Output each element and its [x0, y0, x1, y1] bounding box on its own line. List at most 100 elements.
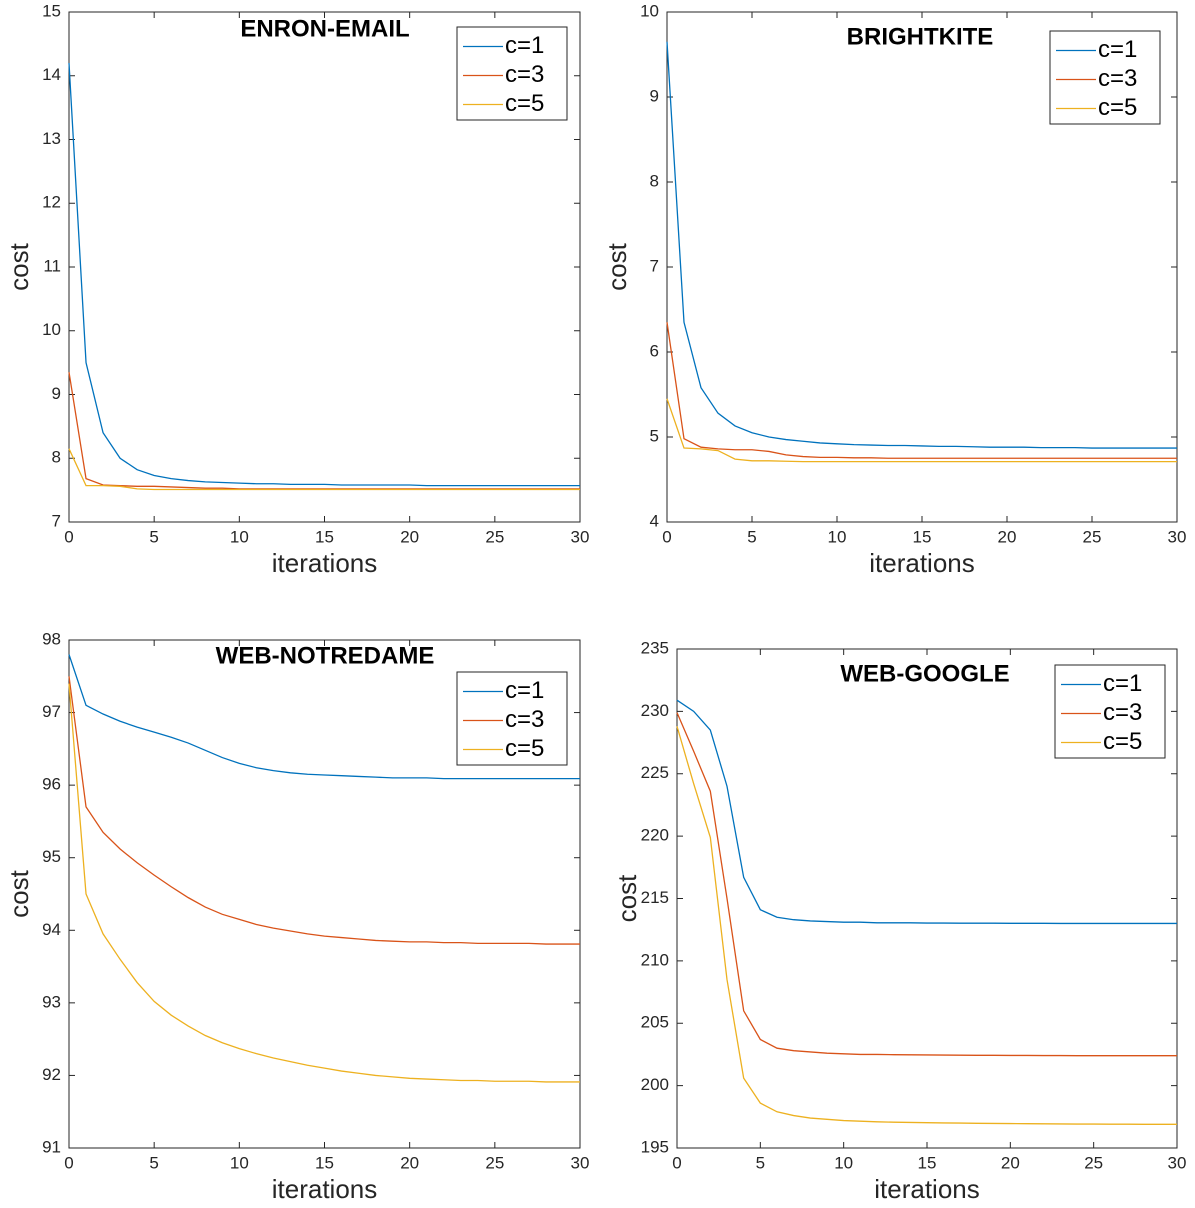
y-tick-label: 10 [42, 320, 61, 339]
x-tick-label: 30 [1168, 1153, 1187, 1172]
y-tick-label: 95 [42, 847, 61, 866]
y-tick-label: 9 [650, 86, 659, 105]
y-tick-label: 5 [650, 426, 659, 445]
legend-label: c=5 [1103, 728, 1142, 755]
x-tick-label: 15 [315, 527, 334, 546]
y-tick-label: 7 [650, 256, 659, 275]
subplot: 0 5 10 15 20 25 30 91 92 93 94 95 96 97 98 iterations co… [4, 629, 590, 1203]
x-tick-label: 15 [315, 1153, 334, 1172]
data-line [676, 712, 1177, 1057]
data-line [68, 448, 580, 491]
chart-title: ENRON-EMAIL [240, 15, 409, 42]
subplot: 0 5 10 15 20 25 30 195 200 205 210 215 220 225 230 235 i… [612, 638, 1187, 1203]
y-tick-label: 14 [42, 65, 61, 84]
y-tick-label: 195 [641, 1137, 669, 1156]
y-tick-label: 200 [641, 1075, 669, 1094]
x-tick-label: 30 [1168, 527, 1187, 546]
subplot: 0 5 10 15 20 25 30 7 8 9 10 11 12 13 14 15 iterations cos… [4, 1, 590, 577]
y-tick-label: 93 [42, 992, 61, 1011]
legend-label: c=3 [505, 61, 544, 88]
legend: c=1c=3c=5 [456, 671, 568, 766]
y-tick-label: 13 [42, 129, 61, 148]
subplot: 0 5 10 15 20 25 30 4 5 6 7 8 9 10 iterations cost BRIGHT… [602, 1, 1187, 577]
data-line [676, 699, 1177, 925]
data-line [68, 676, 580, 945]
y-tick-label: 11 [43, 256, 61, 275]
y-axis-label: cost [4, 869, 34, 917]
legend-label: c=5 [1098, 94, 1137, 121]
y-axis-label: cost [612, 874, 642, 922]
x-tick-label: 20 [1001, 1153, 1020, 1172]
x-tick-label: 5 [747, 527, 756, 546]
y-tick-label: 97 [42, 702, 61, 721]
x-tick-label: 25 [485, 1153, 504, 1172]
x-tick-label: 20 [998, 527, 1017, 546]
y-tick-label: 8 [650, 171, 659, 190]
legend-label: c=1 [1098, 36, 1137, 63]
x-tick-label: 30 [571, 1153, 590, 1172]
x-tick-label: 5 [756, 1153, 765, 1172]
x-tick-label: 20 [400, 527, 419, 546]
legend-label: c=3 [1098, 65, 1137, 92]
data-line [68, 62, 580, 487]
y-tick-label: 94 [42, 920, 61, 939]
legend-label: c=1 [1103, 670, 1142, 697]
data-line [666, 41, 1177, 449]
x-tick-label: 10 [230, 527, 249, 546]
y-axis-label: cost [4, 242, 34, 290]
x-tick-label: 0 [64, 527, 73, 546]
y-tick-label: 230 [641, 701, 669, 720]
y-tick-label: 6 [650, 341, 659, 360]
x-tick-label: 5 [149, 1153, 158, 1172]
y-tick-label: 7 [52, 511, 61, 530]
chart-title: WEB-GOOGLE [840, 660, 1009, 687]
chart-title: BRIGHTKITE [847, 23, 994, 50]
y-tick-label: 4 [650, 511, 659, 530]
x-tick-label: 15 [913, 527, 932, 546]
x-tick-label: 5 [149, 527, 158, 546]
x-tick-label: 0 [64, 1153, 73, 1172]
y-tick-label: 91 [42, 1137, 61, 1156]
y-tick-label: 8 [52, 448, 61, 467]
y-tick-label: 10 [640, 1, 659, 20]
y-tick-label: 205 [641, 1013, 669, 1032]
legend: c=1c=3c=5 [1054, 664, 1166, 759]
x-tick-label: 10 [828, 527, 847, 546]
x-axis-label: iterations [874, 1174, 980, 1204]
x-tick-label: 10 [230, 1153, 249, 1172]
data-line [666, 398, 1177, 463]
y-tick-label: 210 [641, 950, 669, 969]
x-tick-label: 15 [918, 1153, 937, 1172]
y-axis-label: cost [602, 242, 632, 290]
x-axis-label: iterations [869, 548, 975, 578]
legend: c=1c=3c=5 [1049, 30, 1161, 125]
x-tick-label: 0 [672, 1153, 681, 1172]
data-line [666, 322, 1177, 459]
legend-label: c=5 [505, 90, 544, 117]
y-tick-label: 9 [52, 384, 61, 403]
legend-label: c=3 [1103, 699, 1142, 726]
x-tick-label: 25 [1084, 1153, 1103, 1172]
legend-label: c=1 [505, 32, 544, 59]
chart-title: WEB-NOTREDAME [216, 642, 435, 669]
x-tick-label: 25 [1083, 527, 1102, 546]
x-tick-label: 0 [662, 527, 671, 546]
data-line [68, 683, 580, 1083]
x-tick-label: 10 [834, 1153, 853, 1172]
y-tick-label: 235 [641, 638, 669, 657]
y-tick-label: 92 [42, 1065, 61, 1084]
x-tick-label: 25 [485, 527, 504, 546]
data-line [676, 726, 1177, 1125]
y-tick-label: 220 [641, 826, 669, 845]
legend-label: c=1 [505, 677, 544, 704]
y-tick-label: 96 [42, 775, 61, 794]
x-tick-label: 20 [400, 1153, 419, 1172]
legend: c=1c=3c=5 [456, 26, 568, 121]
y-tick-label: 15 [42, 1, 61, 20]
y-tick-label: 98 [42, 629, 61, 648]
data-line [68, 654, 580, 780]
y-tick-label: 225 [641, 763, 669, 782]
x-tick-label: 30 [571, 527, 590, 546]
x-axis-label: iterations [272, 548, 378, 578]
